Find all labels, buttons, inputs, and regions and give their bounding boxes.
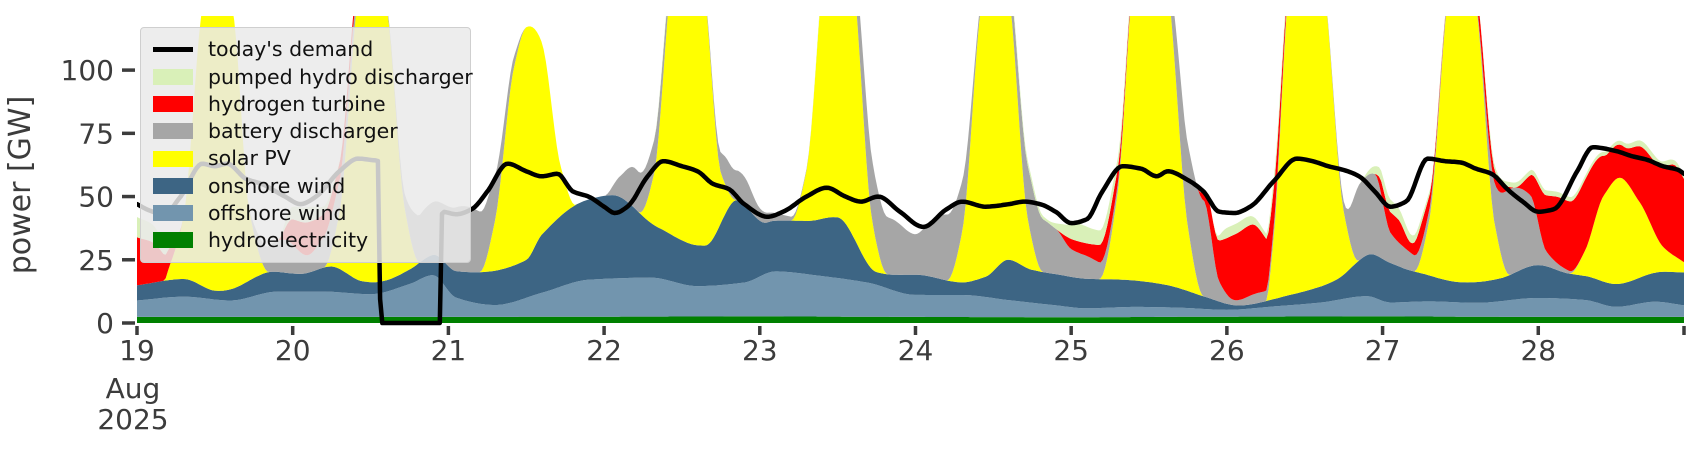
x-tick-label-23: 23 bbox=[742, 334, 778, 367]
legend-entry-5: onshore wind bbox=[153, 173, 458, 198]
legend-label: solar PV bbox=[208, 146, 291, 171]
legend-entry-2: hydrogen turbine bbox=[153, 92, 458, 117]
y-tick-label-0: 0 bbox=[96, 307, 114, 340]
legend-label: offshore wind bbox=[208, 200, 347, 225]
stacked-areas bbox=[137, 16, 1684, 323]
legend-label: pumped hydro discharger bbox=[208, 64, 473, 89]
area-hydroelectricity bbox=[137, 316, 1684, 323]
legend-label: battery discharger bbox=[208, 119, 398, 144]
x-tick-label-21: 21 bbox=[431, 334, 467, 367]
legend-color-patch bbox=[153, 205, 193, 222]
y-axis-label: power [GW] bbox=[3, 96, 38, 275]
x-tick-label-19: 19 bbox=[119, 334, 155, 367]
legend-entry-3: battery discharger bbox=[153, 119, 458, 144]
legend-entry-4: solar PV bbox=[153, 146, 458, 171]
y-tick-label-50: 50 bbox=[78, 181, 114, 214]
legend-label: onshore wind bbox=[208, 173, 346, 198]
legend-color-patch bbox=[153, 177, 193, 194]
area-battery_discharger bbox=[137, 16, 1684, 306]
x-tick-label-25: 25 bbox=[1053, 334, 1089, 367]
legend-entry-0: today's demand bbox=[153, 37, 458, 62]
legend-entry-7: hydroelectricity bbox=[153, 228, 458, 253]
legend-label: hydrogen turbine bbox=[208, 91, 386, 116]
legend-color-patch bbox=[153, 123, 193, 140]
x-tick-label-20: 20 bbox=[275, 334, 311, 367]
legend-entry-6: offshore wind bbox=[153, 201, 458, 226]
area-offshore_wind bbox=[137, 271, 1684, 318]
x-tick-label-27: 27 bbox=[1365, 334, 1401, 367]
area-solar_pv bbox=[137, 16, 1684, 306]
x-axis-year-label: 2025 bbox=[97, 403, 168, 436]
x-tick-label-22: 22 bbox=[586, 334, 622, 367]
legend-label: hydroelectricity bbox=[208, 228, 369, 253]
demand-line-path bbox=[137, 144, 1684, 326]
x-tick-label-24: 24 bbox=[898, 334, 934, 367]
area-onshore_wind bbox=[137, 195, 1684, 310]
y-tick-label-25: 25 bbox=[78, 244, 114, 277]
x-tick-label-28: 28 bbox=[1520, 334, 1556, 367]
y-tick-label-100: 100 bbox=[61, 54, 114, 87]
legend-line-sample bbox=[153, 47, 193, 52]
legend-color-patch bbox=[153, 96, 193, 113]
demand-line bbox=[137, 144, 1684, 326]
axis-ticks: 0 25 50 75 100 19 20 21 22 23 24 25 26 27 28 bbox=[61, 54, 1686, 367]
legend-color-patch bbox=[153, 150, 193, 167]
legend-label: today's demand bbox=[208, 37, 374, 62]
x-axis-month-label: Aug bbox=[106, 372, 161, 405]
legend-entry-1: pumped hydro discharger bbox=[153, 64, 473, 89]
legend-color-patch bbox=[153, 68, 193, 85]
legend-color-patch bbox=[153, 232, 193, 249]
x-tick-label-26: 26 bbox=[1209, 334, 1245, 367]
chart-legend: today's demand pumped hydro discharger hyd… bbox=[140, 27, 473, 263]
y-tick-label-75: 75 bbox=[78, 117, 114, 150]
